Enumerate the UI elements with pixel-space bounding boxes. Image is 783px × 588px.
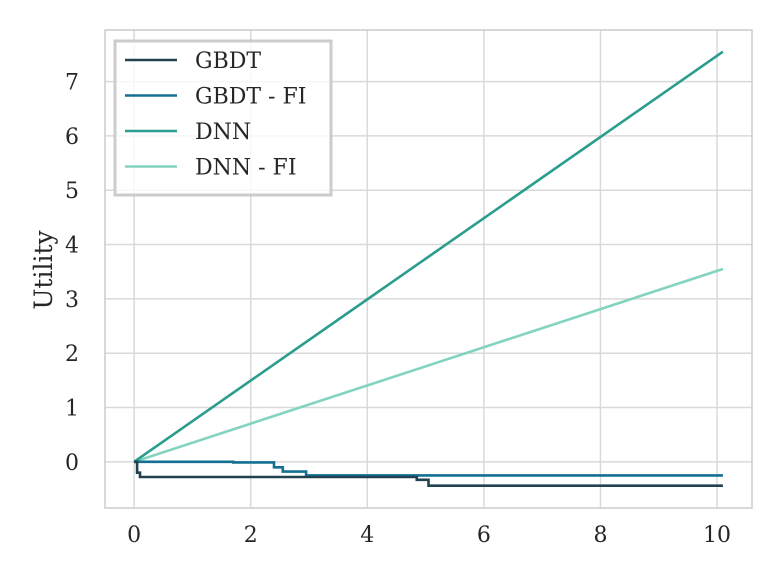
x-tick-label: 4: [360, 523, 374, 548]
y-tick-label: 1: [65, 397, 79, 422]
legend-label: DNN - FI: [195, 156, 297, 181]
y-tick-label: 5: [65, 179, 79, 204]
y-tick-label: 2: [65, 342, 79, 367]
legend: GBDT GBDT - FI DNN DNN - FI: [113, 39, 333, 197]
y-tick-label: 3: [65, 288, 79, 313]
x-axis-ticks: 0 2 4 6 8 10: [127, 523, 731, 548]
y-axis-ticks: 0 1 2 3 4 5 6 7: [65, 71, 79, 476]
legend-label: GBDT - FI: [195, 85, 306, 110]
x-tick-label: 2: [244, 523, 258, 548]
x-tick-label: 6: [477, 523, 491, 548]
x-tick-label: 10: [703, 523, 731, 548]
series-line-gbdt: [134, 460, 723, 488]
legend-box: [113, 39, 333, 197]
x-tick-label: 0: [127, 523, 141, 548]
y-axis-label: Utility: [29, 229, 58, 309]
y-tick-label: 0: [65, 451, 79, 476]
legend-label: DNN: [195, 120, 251, 145]
series-line-gbdt-fi: [134, 460, 723, 477]
y-tick-label: 6: [65, 125, 79, 150]
series-line-dnn-fi: [133, 267, 724, 464]
series-line-dnn: [133, 50, 724, 463]
y-tick-label: 4: [65, 234, 79, 259]
legend-label: GBDT: [195, 49, 261, 74]
y-tick-label: 7: [65, 71, 79, 96]
plot-frame: [104, 29, 753, 509]
x-tick-label: 8: [593, 523, 607, 548]
series-lines: [133, 50, 724, 488]
